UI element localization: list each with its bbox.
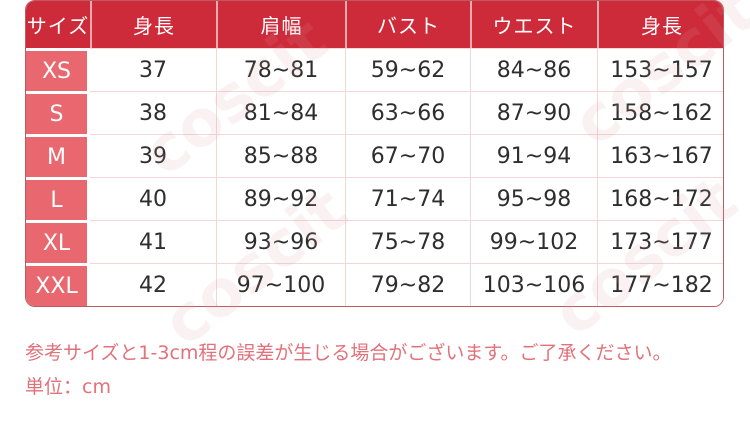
header-height-1: 身長 (90, 1, 216, 48)
table-row: M 39 85~88 67~70 91~94 163~167 (26, 134, 723, 177)
header-row: サイズ 身長 肩幅 バスト ウエスト 身長 (26, 1, 723, 48)
table-cell: 103~106 (470, 263, 597, 306)
table-row: XXL 42 97~100 79~82 103~106 177~182 (26, 263, 723, 306)
header-size: サイズ (26, 1, 90, 48)
table-cell: 99~102 (470, 220, 597, 263)
table-cell: 97~100 (216, 263, 345, 306)
unit-note: 単位：cm (25, 376, 111, 398)
table-cell: 41 (90, 220, 216, 263)
size-notes: 参考サイズと1-3cm程の誤差が生じる場合がございます。ご了承ください。 単位：… (25, 336, 672, 404)
table-cell: 37 (90, 48, 216, 91)
header-bust: バスト (345, 1, 470, 48)
table-cell: 153~157 (597, 48, 723, 91)
table-cell: 163~167 (597, 134, 723, 177)
table-cell: 85~88 (216, 134, 345, 177)
table-cell: 168~172 (597, 177, 723, 220)
table-cell: 39 (90, 134, 216, 177)
size-chart-table: サイズ 身長 肩幅 バスト ウエスト 身長 XS 37 78~81 59~62 … (25, 0, 724, 307)
table-row: S 38 81~84 63~66 87~90 158~162 (26, 91, 723, 134)
table-cell: 173~177 (597, 220, 723, 263)
table-row: XS 37 78~81 59~62 84~86 153~157 (26, 48, 723, 91)
size-cell: XS (26, 48, 90, 91)
table-row: XL 41 93~96 75~78 99~102 173~177 (26, 220, 723, 263)
table-cell: 95~98 (470, 177, 597, 220)
tolerance-note: 参考サイズと1-3cm程の誤差が生じる場合がございます。ご了承ください。 (25, 342, 672, 364)
table-cell: 78~81 (216, 48, 345, 91)
size-cell: XXL (26, 263, 90, 306)
table-cell: 63~66 (345, 91, 470, 134)
table-cell: 79~82 (345, 263, 470, 306)
size-table: サイズ 身長 肩幅 バスト ウエスト 身長 XS 37 78~81 59~62 … (26, 1, 723, 306)
header-waist: ウエスト (470, 1, 597, 48)
table-cell: 177~182 (597, 263, 723, 306)
size-cell: M (26, 134, 90, 177)
table-cell: 75~78 (345, 220, 470, 263)
table-row: L 40 89~92 71~74 95~98 168~172 (26, 177, 723, 220)
table-cell: 38 (90, 91, 216, 134)
header-height-2: 身長 (597, 1, 723, 48)
header-shoulder: 肩幅 (216, 1, 345, 48)
table-cell: 91~94 (470, 134, 597, 177)
table-cell: 40 (90, 177, 216, 220)
table-cell: 67~70 (345, 134, 470, 177)
table-cell: 59~62 (345, 48, 470, 91)
table-cell: 87~90 (470, 91, 597, 134)
size-cell: S (26, 91, 90, 134)
table-cell: 89~92 (216, 177, 345, 220)
table-cell: 93~96 (216, 220, 345, 263)
table-cell: 158~162 (597, 91, 723, 134)
size-cell: L (26, 177, 90, 220)
table-cell: 81~84 (216, 91, 345, 134)
table-cell: 42 (90, 263, 216, 306)
table-cell: 71~74 (345, 177, 470, 220)
size-cell: XL (26, 220, 90, 263)
table-cell: 84~86 (470, 48, 597, 91)
